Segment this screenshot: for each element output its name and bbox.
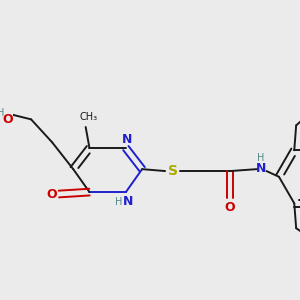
Text: H: H <box>0 108 4 118</box>
Text: O: O <box>46 188 56 200</box>
Text: O: O <box>225 201 236 214</box>
Text: O: O <box>3 113 13 126</box>
Text: H: H <box>115 197 122 207</box>
Text: N: N <box>256 162 266 175</box>
Text: H: H <box>257 153 265 163</box>
Text: N: N <box>122 133 132 146</box>
Text: N: N <box>123 195 133 208</box>
Text: CH₃: CH₃ <box>80 112 98 122</box>
Text: S: S <box>168 164 178 178</box>
